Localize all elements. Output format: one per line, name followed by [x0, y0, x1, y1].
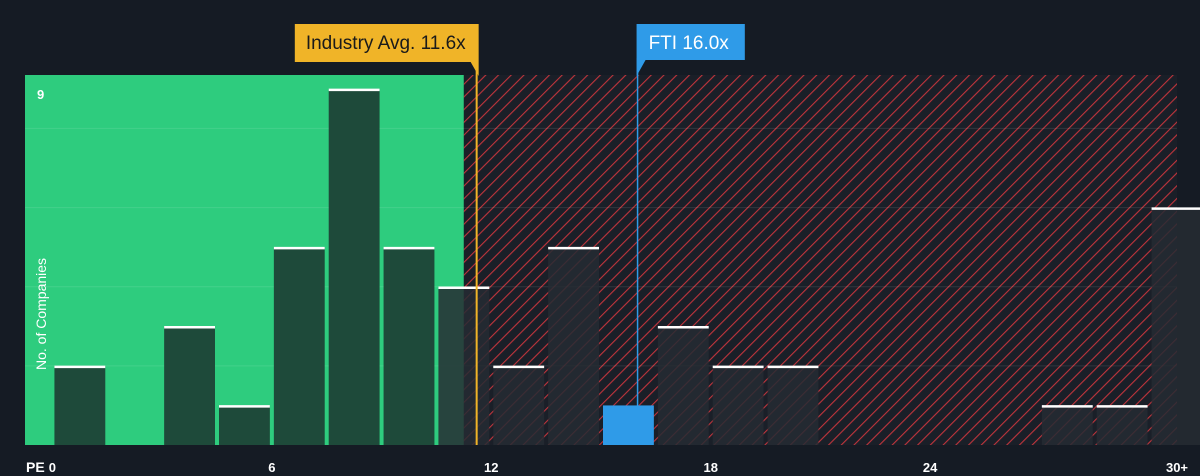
y-tick-label: 9: [37, 87, 44, 102]
x-tick-label: 12: [484, 460, 498, 475]
company-pe-callout: [636, 24, 745, 76]
histogram-bar: [273, 247, 325, 445]
x-tick-label: 0: [49, 460, 56, 475]
histogram-bar: [383, 247, 435, 445]
histogram-bar: [1151, 207, 1200, 445]
histogram-bar: [328, 88, 380, 445]
x-tick-label: 18: [703, 460, 717, 475]
histogram-bar: [657, 326, 709, 445]
industry-avg-callout: [294, 24, 479, 76]
histogram-bar: [438, 286, 490, 445]
histogram-bar: [493, 365, 545, 445]
company-pe-label: FTI 16.0x: [649, 33, 730, 54]
y-axis-title: No. of Companies: [33, 258, 49, 370]
histogram-bar: [603, 405, 654, 445]
industry-avg-label: Industry Avg. 11.6x: [306, 33, 466, 54]
histogram-bar: [712, 365, 764, 445]
x-axis-title: PE: [26, 459, 45, 475]
histogram-bar: [219, 405, 270, 445]
x-tick-label: 6: [268, 460, 275, 475]
histogram-bar: [767, 365, 819, 445]
histogram-bar: [54, 365, 106, 445]
histogram-bar: [1041, 405, 1093, 445]
histogram-bar: [1096, 405, 1148, 445]
histogram-bar: [548, 247, 599, 445]
x-tick-label: 24: [923, 460, 938, 475]
x-tick-label: 30+: [1166, 460, 1188, 475]
histogram-bar: [164, 326, 215, 445]
